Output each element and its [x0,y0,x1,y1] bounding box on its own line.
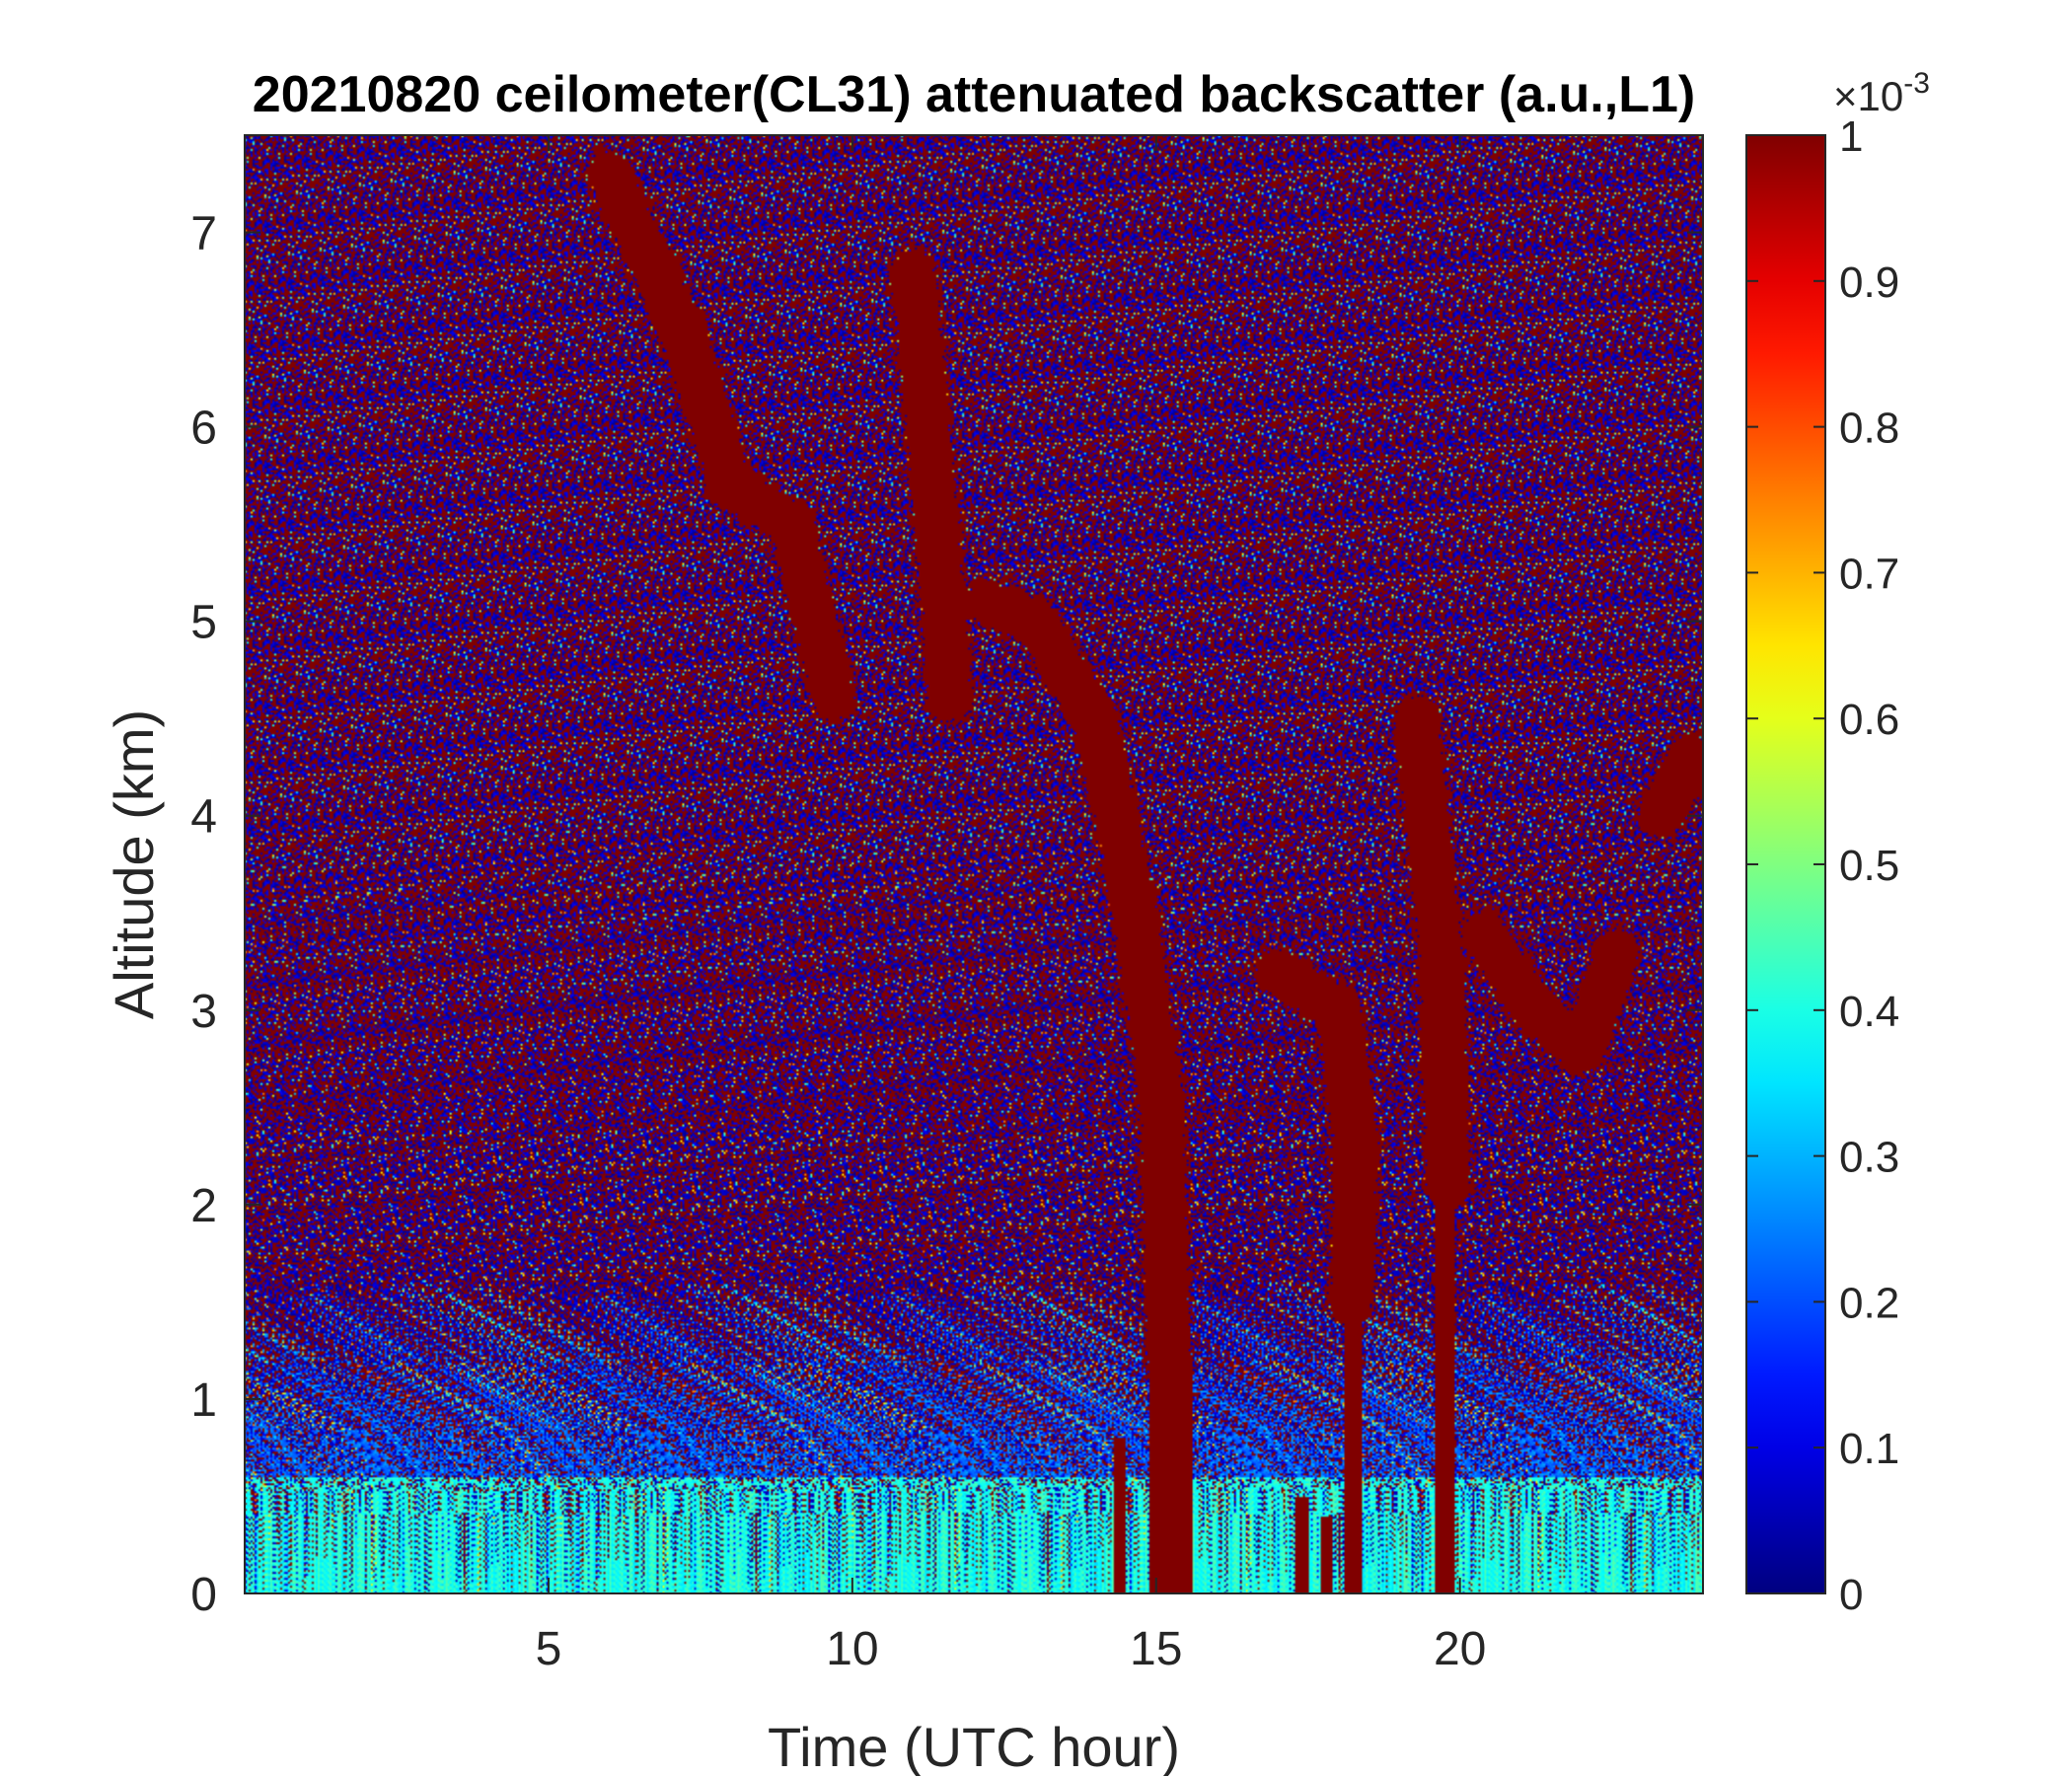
x-tick-label: 15 [1130,1623,1182,1675]
colorbar-multiplier-exponent: -3 [1903,67,1930,100]
y-tick-label: 3 [190,986,217,1038]
chart-title: 20210820 ceilometer(CL31) attenuated bac… [253,66,1695,123]
colorbar-tick-label: 0.9 [1839,259,1899,307]
x-axis: 5 10 15 20 [536,135,1486,1675]
plot-frame [244,134,1704,1594]
colorbar-tick-label: 0.3 [1839,1134,1899,1182]
colorbar-tick-label: 0.8 [1839,405,1899,453]
x-axis-label: Time (UTC hour) [768,1716,1180,1776]
y-tick-label: 7 [190,208,217,260]
colorbar-tick-label: 0.6 [1839,696,1899,744]
y-tick-label: 5 [190,597,217,649]
colorbar-gradient [1746,135,1825,1593]
y-axis-label: Altitude (km) [103,709,165,1019]
backscatter-heatmap [245,135,1703,1593]
colorbar-tick-label: 1 [1839,112,1863,161]
colorbar-tick-label: 0.7 [1839,550,1899,598]
y-tick-label: 2 [190,1180,217,1232]
colorbar-tick-label: 0.5 [1839,842,1899,890]
y-tick-label: 1 [190,1374,217,1427]
x-tick-label: 20 [1434,1623,1486,1675]
y-tick-label: 0 [190,1569,217,1621]
heatmap-area [244,134,1704,1594]
y-tick-label: 6 [190,403,217,455]
colorbar-tick-label: 0.4 [1839,988,1899,1036]
colorbar-multiplier: ×10-3 [1833,67,1930,119]
colorbar-multiplier-base: ×10 [1833,73,1903,119]
colorbar-tick-label: 0.1 [1839,1425,1899,1473]
colorbar-tick-label: 0.2 [1839,1279,1899,1327]
x-tick-label: 5 [536,1623,562,1675]
colorbar: 0 0.1 0.2 0.3 0.4 0.5 0.6 0.7 0.8 0.9 1 ×10-3 [1745,67,1930,1619]
colorbar-tick-label: 0 [1839,1571,1863,1619]
y-tick-label: 4 [190,791,217,844]
x-tick-label: 10 [826,1623,878,1675]
y-axis: 0 1 2 3 4 5 6 7 [190,208,1703,1621]
